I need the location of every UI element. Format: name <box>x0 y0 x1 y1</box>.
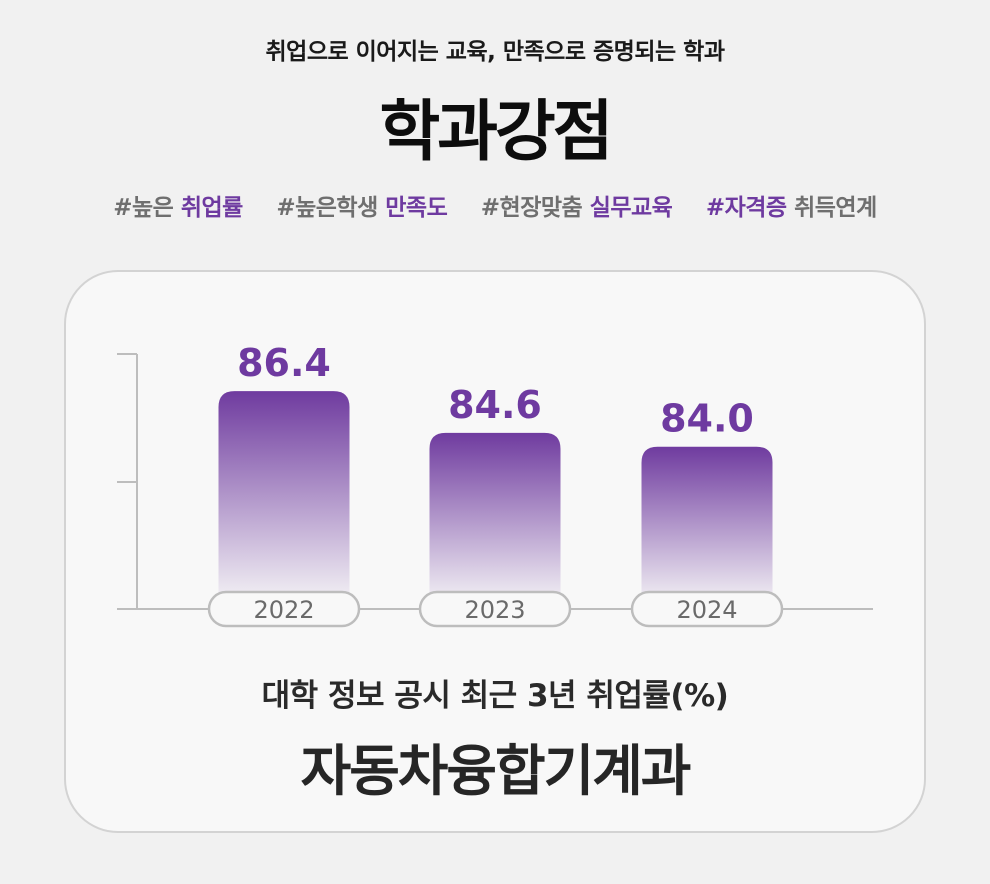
value-label-2024: 84.0 <box>660 397 754 441</box>
value-label-2022: 86.4 <box>237 341 331 385</box>
category-label-2024: 2024 <box>676 596 737 624</box>
hashtag-satisfaction: #높은학생 만족도 <box>276 195 448 221</box>
hashtag-employment: #높은 취업률 <box>113 195 243 221</box>
category-label-2022: 2022 <box>253 596 314 624</box>
bar-2024 <box>641 446 773 609</box>
chart-caption: 대학 정보 공시 최근 3년 취업률(%) <box>261 678 729 714</box>
category-label-2023: 2023 <box>464 596 525 624</box>
value-label-2023: 84.6 <box>448 383 542 427</box>
bar-2023 <box>429 432 561 609</box>
hashtag-row: #높은 취업률 #높은학생 만족도 #현장맞춤 실무교육 #자격증 취득연계 <box>0 188 990 222</box>
category-pill-2022 <box>207 590 361 628</box>
bar-2022 <box>218 391 350 609</box>
department-name: 자동차융합기계과 <box>300 739 692 803</box>
hashtag-certification: #자격증 취득연계 <box>705 195 877 221</box>
hashtag-practical-education: #현장맞춤 실무교육 <box>480 195 673 221</box>
page-title: 학과강점 <box>379 93 614 170</box>
page-subtitle: 취업으로 이어지는 교육, 만족으로 증명되는 학과 <box>265 39 725 65</box>
category-pill-2024 <box>630 590 784 628</box>
category-pill-2023 <box>418 590 572 628</box>
